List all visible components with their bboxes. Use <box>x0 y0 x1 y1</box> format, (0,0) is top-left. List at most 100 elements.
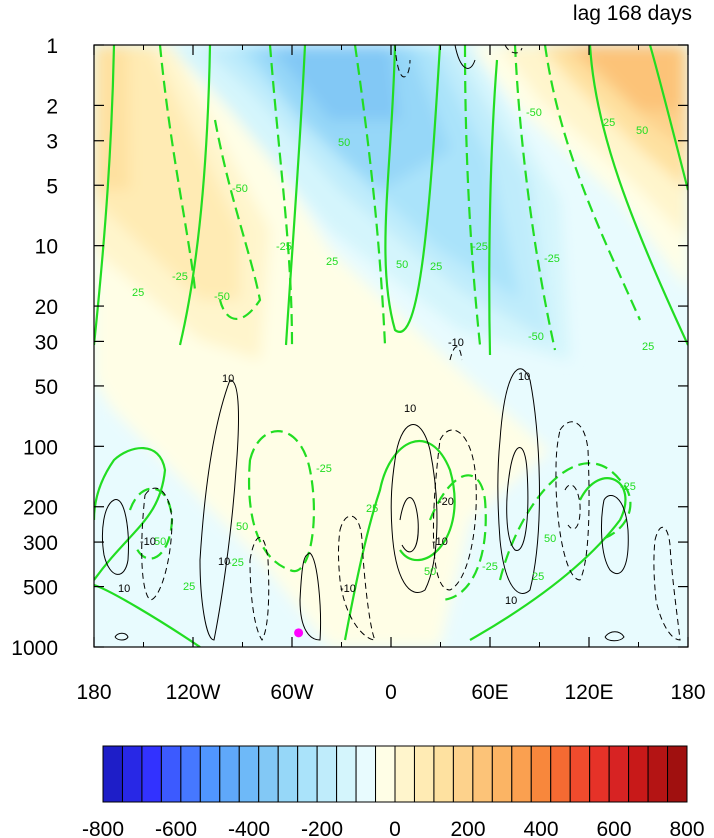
colorbar-box <box>277 745 299 803</box>
black-contour-dashed <box>249 537 270 641</box>
x-tick-label: 180 <box>76 681 111 704</box>
contour-label-neg50: -50 <box>526 107 542 119</box>
green-contour-dashed <box>353 45 387 346</box>
contour-label-neg25: -25 <box>276 241 292 253</box>
negative-band-5 <box>270 45 400 120</box>
y-tick-label: 3 <box>46 131 58 154</box>
green-contour-solid <box>178 45 212 346</box>
colorbar-box <box>608 745 630 803</box>
colorbar-box <box>375 745 396 803</box>
contour-label-25: 25 <box>532 571 544 583</box>
colorbar-box <box>511 745 532 803</box>
colorbar-tick-label: 0 <box>389 818 401 838</box>
colorbar-box <box>238 745 260 803</box>
contour-label-50: 50 <box>544 533 556 545</box>
colorbar-box <box>121 745 143 803</box>
colorbar-tick-label: 400 <box>523 818 558 838</box>
colorbar-box <box>647 745 669 803</box>
green-contour-solid <box>284 45 307 346</box>
contour-label-50: 50 <box>396 259 408 271</box>
colorbar-box <box>452 745 474 803</box>
colorbar-box <box>628 745 649 803</box>
contour-label-neg25: -25 <box>482 561 498 573</box>
x-axis: 180 120W 60W 0 60E 120E 180 <box>76 45 706 704</box>
black-contour-solid <box>601 495 629 575</box>
contour-label-neg25: -25 <box>228 557 244 569</box>
black-contour-dashed <box>555 421 590 581</box>
colorbar-box <box>258 745 279 803</box>
y-tick-label: 1000 <box>11 637 58 660</box>
green-contour-dashed <box>213 119 262 321</box>
black-contour-dashed <box>394 45 411 78</box>
colorbar-box <box>413 745 435 803</box>
colorbar-tick-label: -200 <box>301 818 343 838</box>
green-contour-dashed <box>268 45 294 346</box>
y-tick-label: 5 <box>46 175 58 198</box>
green-contour-solid <box>384 45 442 333</box>
green-contour-solid <box>94 45 116 346</box>
contour-label-10: 10 <box>505 595 517 607</box>
contour-label-25: 25 <box>132 287 144 299</box>
colorbar-box <box>667 745 688 803</box>
colorbar-tick-label: 200 <box>450 818 485 838</box>
y-tick-label: 50 <box>35 376 58 399</box>
contour-labels: 25 25 25 25 25 25 25 25 50 50 50 50 50 5… <box>118 107 654 607</box>
green-contour-dashed <box>428 474 487 602</box>
green-contour-dashed <box>498 462 632 581</box>
colorbar: -800 -600 -400 -200 0 200 400 600 800 <box>82 745 705 838</box>
contour-label-25: 25 <box>603 117 615 129</box>
colorbar-box <box>472 745 493 803</box>
contour-label-neg25: -25 <box>472 241 488 253</box>
contour-label-25: 25 <box>430 261 442 273</box>
chart-title: lag 168 days <box>573 2 692 25</box>
contour-label-neg25: -25 <box>620 481 636 493</box>
contour-label-25: 25 <box>642 341 654 353</box>
green-contour-dashed <box>463 45 482 346</box>
contour-label-50: 50 <box>636 125 648 137</box>
y-tick-label: 100 <box>23 436 58 459</box>
green-contour-solid <box>648 45 688 191</box>
colorbar-tick-label: 600 <box>596 818 631 838</box>
x-tick-label: 180 <box>670 681 705 704</box>
colorbar-tick-label: -800 <box>82 818 124 838</box>
black-contour-dashed <box>504 45 523 54</box>
colorbar-tick-label: -400 <box>228 818 270 838</box>
y-tick-label: 10 <box>35 236 58 259</box>
contour-label-50: 50 <box>424 566 436 578</box>
contour-label-neg50: -50 <box>232 183 248 195</box>
black-contour-dashed <box>449 346 463 361</box>
colorbar-box <box>394 745 415 803</box>
black-contour-solid <box>497 368 540 594</box>
x-tick-label: 120W <box>166 681 221 704</box>
colorbar-box <box>433 745 454 803</box>
contour-label-10: 10 <box>218 556 230 568</box>
y-tick-label: 1 <box>46 35 58 58</box>
colorbar-box <box>160 745 182 803</box>
colorbar-box <box>491 745 513 803</box>
contour-label-neg25: -25 <box>172 271 188 283</box>
negative-lower-east <box>440 330 688 647</box>
green-contour-solid <box>469 477 627 641</box>
y-tick-label: 20 <box>35 296 58 319</box>
contour-label-neg10: -10 <box>448 337 464 349</box>
x-tick-label: 60W <box>270 681 313 704</box>
colorbar-tick-label: -600 <box>155 818 197 838</box>
contour-label-neg50: -50 <box>214 291 230 303</box>
location-marker <box>294 628 304 638</box>
green-contours <box>94 45 688 647</box>
colorbar-box <box>199 745 221 803</box>
contour-label-neg25: -25 <box>316 463 332 475</box>
contour-label-10: 10 <box>518 371 530 383</box>
green-contour-solid <box>94 447 167 581</box>
y-axis: 1 2 3 5 10 20 30 50 100 200 300 500 1000 <box>11 35 688 660</box>
black-contours <box>101 45 681 642</box>
y-tick-label: 200 <box>23 497 58 520</box>
x-tick-label: 120E <box>564 681 613 704</box>
black-contour-dashed <box>338 515 376 641</box>
y-tick-label: 2 <box>46 95 58 118</box>
contour-label-50: 50 <box>236 521 248 533</box>
contour-label-10: 10 <box>118 583 130 595</box>
green-contour-dashed <box>248 430 316 573</box>
black-contour-solid <box>199 379 239 641</box>
